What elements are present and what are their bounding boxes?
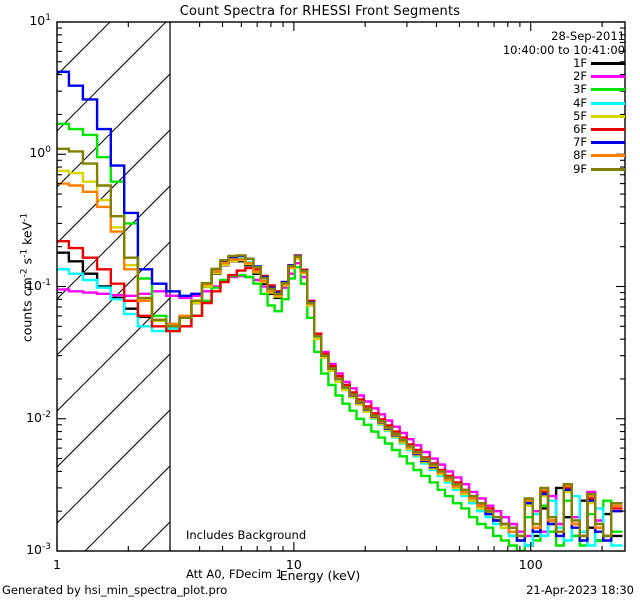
series-9f <box>57 147 623 538</box>
legend-item-label: 9F <box>573 161 587 176</box>
legend-item-swatch <box>591 154 625 158</box>
y-tick-label-2: 10-1 <box>26 277 51 293</box>
annotation-line-2: Att A0, FDecim 1 <box>186 567 284 581</box>
legend-item-swatch <box>591 62 625 66</box>
footer-timestamp: 21-Apr-2023 18:30 <box>526 583 634 597</box>
x-tick-label-2: 100 <box>518 557 543 572</box>
legend-items: 1F 2F 3F 4F 5F 6F 7F 8F 9F <box>503 56 625 176</box>
x-tick-label-1: 10 <box>285 557 302 572</box>
legend-item-2f: 2F <box>503 69 625 84</box>
legend-item-3f: 3F <box>503 83 625 96</box>
legend-item-5f: 5F <box>503 108 625 123</box>
data-series-group <box>57 70 623 551</box>
y-tick-label-0: 101 <box>29 12 51 28</box>
y-tick-label-3: 10-2 <box>26 409 51 425</box>
legend-item-swatch <box>591 167 625 171</box>
axis-ticks <box>56 21 625 552</box>
legend-item-swatch <box>591 141 625 145</box>
plot-annotation: Includes Background Att A0, FDecim 1 <box>186 503 306 607</box>
legend-item-7f: 7F <box>503 135 625 150</box>
legend-item-4f: 4F <box>503 95 625 110</box>
legend: 28-Sep-2011 10:40:00 to 10:41:00 1F 2F 3F 4… <box>502 29 625 176</box>
x-axis-label: Energy (keV) <box>279 568 361 583</box>
legend-item-9f: 9F <box>503 161 625 176</box>
y-tick-label-4: 10-3 <box>26 541 51 557</box>
page-title: Count Spectra for RHESSI Front Segments <box>179 4 461 19</box>
series-2f <box>57 262 623 538</box>
series-8f <box>57 182 623 538</box>
legend-item-label: 4F <box>573 95 587 110</box>
legend-item-6f: 6F <box>503 121 625 136</box>
legend-time-range: 10:40:00 to 10:41:00 <box>502 42 625 57</box>
legend-item-label: 3F <box>573 82 587 97</box>
legend-item-swatch <box>591 88 625 92</box>
legend-date: 28-Sep-2011 <box>551 29 625 43</box>
series-3f <box>57 122 623 551</box>
legend-item-label: 2F <box>573 69 587 84</box>
hatched-exclusion-region <box>57 22 171 551</box>
annotation-line-1: Includes Background <box>186 528 307 542</box>
legend-item-label: 1F <box>573 56 587 70</box>
legend-item-swatch <box>591 75 625 79</box>
series-5f <box>57 169 623 542</box>
footer-generator: Generated by hsi_min_spectra_plot.pro <box>2 583 228 597</box>
legend-item-swatch <box>591 114 625 118</box>
legend-item-label: 6F <box>573 121 587 136</box>
legend-item-swatch <box>591 128 625 132</box>
y-tick-label-1: 100 <box>29 145 51 161</box>
legend-item-label: 7F <box>573 135 587 150</box>
legend-item-1f: 1F <box>503 56 625 70</box>
legend-date-block: 28-Sep-2011 10:40:00 to 10:41:00 <box>502 29 625 57</box>
legend-item-label: 8F <box>573 148 587 163</box>
legend-item-swatch <box>591 101 625 105</box>
series-1f <box>57 251 623 547</box>
x-tick-label-0: 1 <box>53 557 61 572</box>
legend-item-label: 5F <box>573 108 587 123</box>
series-6f <box>57 240 623 538</box>
legend-item-8f: 8F <box>503 149 625 162</box>
